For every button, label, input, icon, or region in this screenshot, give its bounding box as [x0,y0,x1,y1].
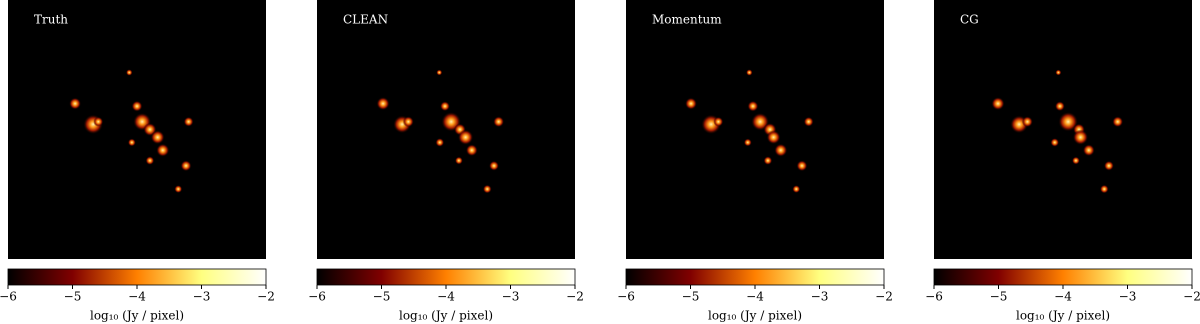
colorbar [7,268,267,286]
emission-blob [127,138,136,147]
colorbar-tick-label: −4 [746,290,764,304]
emission-blob [1058,111,1079,132]
panel: CLEAN −6 −5 −4 −3 −2 log₁₀ (Jy / pixel) [308,0,584,323]
colorbar-tick-label: −2 [875,290,893,304]
image-area [8,0,266,259]
colorbar-tick-label: −6 [925,290,943,304]
colorbar-label: log₁₀ (Jy / pixel) [90,309,184,323]
emission-blob [991,97,1005,111]
emission-blob [493,116,505,128]
panel-title: Momentum [652,13,722,27]
colorbar-tick-label: −4 [1054,290,1072,304]
colorbar-tick-label: −6 [308,290,326,304]
panel: Momentum −6 −5 −4 −3 −2 log₁₀ (Jy / pixel) [617,0,893,323]
emission-blob [402,116,414,128]
emission-blob [174,185,183,194]
emission-blob [457,129,474,145]
emission-blob [180,160,192,172]
colorbar-tick-label: −4 [437,290,455,304]
emission-blob [713,116,724,127]
emission-blob [1112,116,1124,128]
colorbar [933,268,1193,286]
emission-blob [1055,69,1062,76]
colorbar-tick-label: −5 [682,290,700,304]
emission-blob [376,97,390,111]
emission-blob [93,116,104,127]
emission-blob [743,138,752,147]
emission-blob [746,69,753,76]
colorbar-tick-label: −5 [373,290,391,304]
emission-blob [1099,184,1109,194]
emission-blob [774,143,788,157]
emission-blob [1082,144,1095,157]
emission-blob [465,144,478,157]
colorbar-label: log₁₀ (Jy / pixel) [399,309,493,323]
colorbar-tick-label: −2 [1183,290,1200,304]
colorbar-label: log₁₀ (Jy / pixel) [708,309,802,323]
panel-title: CLEAN [343,13,388,27]
colorbar [316,268,576,286]
panel: Truth −6 −5 −4 −3 −2 log₁₀ (Jy / pixel) [0,0,275,323]
emission-blob [436,69,443,76]
emission-blob [435,138,445,147]
colorbar-tick-label: −3 [1119,290,1137,304]
emission-blob [803,116,814,127]
panel-title: CG [960,13,979,27]
emission-blob [763,156,773,165]
image-area [626,0,884,259]
colorbar-tick-label: −6 [0,290,17,304]
colorbar-tick-label: −3 [811,290,829,304]
emission-blob [183,116,194,127]
emission-blob [747,100,759,112]
emission-blob [1050,138,1060,147]
colorbar-label: log₁₀ (Jy / pixel) [1016,309,1110,323]
panel: CG −6 −5 −4 −3 −2 log₁₀ (Jy / pixel) [925,0,1200,323]
emission-blob [766,130,781,145]
emission-blob [454,156,463,165]
emission-blob [150,130,165,145]
colorbar [625,268,885,286]
colorbar-tick-label: −3 [193,290,211,304]
colorbar-tick-label: −4 [128,290,146,304]
emission-blob [131,100,143,112]
emission-blob [156,143,170,157]
emission-blob [1071,156,1080,165]
emission-blob [439,101,450,112]
colorbar-tick-label: −6 [617,290,635,304]
emission-blob [488,160,499,171]
panel-title: Truth [34,13,68,27]
colorbar-tick-label: −2 [257,290,275,304]
emission-blob [125,69,133,76]
emission-blob [1103,160,1114,171]
emission-blob [1021,116,1033,128]
emission-blob [685,97,698,110]
emission-blob [69,97,82,110]
colorbar-tick-label: −5 [64,290,82,304]
colorbar-tick-label: −2 [566,290,584,304]
emission-blob [796,160,808,172]
emission-blob [1054,101,1065,112]
emission-blob [1072,129,1089,145]
colorbar-tick-label: −3 [502,290,520,304]
colorbar-tick-label: −5 [990,290,1008,304]
emission-blob [792,185,801,194]
emission-blob [482,184,492,194]
emission-blob [145,156,155,165]
